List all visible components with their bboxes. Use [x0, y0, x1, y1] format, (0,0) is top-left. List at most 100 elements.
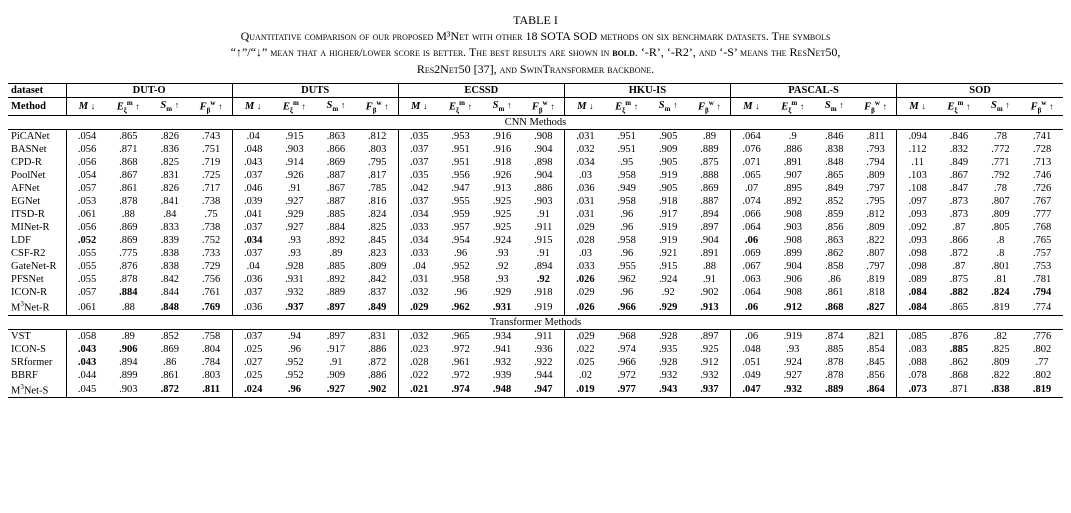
value-cell: .845: [357, 234, 399, 247]
value-cell: .865: [814, 169, 856, 182]
value-cell: .88: [108, 208, 150, 221]
value-cell: .913: [481, 182, 523, 195]
value-cell: .04: [398, 260, 440, 273]
value-cell: .932: [274, 286, 316, 299]
value-cell: .784: [191, 356, 233, 369]
value-cell: .882: [938, 286, 980, 299]
header-dataset-0: DUT-O: [66, 83, 232, 97]
value-cell: .061: [66, 299, 108, 315]
value-cell: .036: [232, 299, 274, 315]
value-cell: .861: [108, 182, 150, 195]
value-cell: .891: [772, 156, 814, 169]
value-cell: .957: [440, 221, 482, 234]
value-cell: .837: [357, 286, 399, 299]
header-metric: Eξm ↑: [440, 97, 482, 116]
table-row: GateNet-R.055.876.838.729.04.928.885.809…: [8, 260, 1063, 273]
value-cell: .865: [108, 130, 150, 144]
method-cell: ICON-R: [8, 286, 66, 299]
value-cell: .037: [398, 195, 440, 208]
value-cell: .96: [440, 247, 482, 260]
value-cell: .878: [108, 195, 150, 208]
value-cell: .769: [191, 299, 233, 315]
value-cell: .958: [606, 195, 648, 208]
value-cell: .04: [232, 130, 274, 144]
header-metric: M ↓: [564, 97, 606, 116]
value-cell: .055: [66, 260, 108, 273]
value-cell: .848: [814, 156, 856, 169]
value-cell: .029: [398, 299, 440, 315]
value-cell: .925: [481, 195, 523, 208]
value-cell: .78: [980, 182, 1022, 195]
value-cell: .913: [689, 299, 731, 315]
value-cell: .838: [149, 260, 191, 273]
value-cell: .774: [1021, 299, 1063, 315]
value-cell: .959: [440, 208, 482, 221]
value-cell: .822: [855, 234, 897, 247]
value-cell: .767: [1021, 195, 1063, 208]
value-cell: .854: [855, 343, 897, 356]
value-cell: .753: [1021, 260, 1063, 273]
value-cell: .903: [108, 382, 150, 398]
value-cell: .046: [232, 182, 274, 195]
header-metric: Fβw ↑: [1021, 97, 1063, 116]
header-dataset-label: dataset: [8, 83, 66, 97]
value-cell: .029: [564, 286, 606, 299]
value-cell: .889: [689, 143, 731, 156]
header-dataset-1: DUTS: [232, 83, 398, 97]
value-cell: .912: [689, 356, 731, 369]
value-cell: .926: [274, 169, 316, 182]
value-cell: .887: [315, 195, 357, 208]
value-cell: .954: [440, 234, 482, 247]
value-cell: .903: [274, 143, 316, 156]
value-cell: .097: [897, 195, 939, 208]
value-cell: .858: [814, 260, 856, 273]
value-cell: .917: [647, 208, 689, 221]
value-cell: .868: [108, 156, 150, 169]
value-cell: .958: [606, 169, 648, 182]
value-cell: .905: [647, 182, 689, 195]
value-cell: .064: [731, 130, 773, 144]
table-row: VST.058.89.852.758.037.94.897.831.032.96…: [8, 329, 1063, 343]
value-cell: .928: [647, 356, 689, 369]
value-cell: .043: [66, 343, 108, 356]
method-cell: ICON-S: [8, 343, 66, 356]
value-cell: .738: [191, 195, 233, 208]
value-cell: .928: [274, 260, 316, 273]
value-cell: .918: [481, 156, 523, 169]
value-cell: .076: [731, 143, 773, 156]
value-cell: .897: [689, 221, 731, 234]
value-cell: .974: [606, 343, 648, 356]
value-cell: .888: [689, 169, 731, 182]
value-cell: .043: [232, 156, 274, 169]
value-cell: .802: [1021, 369, 1063, 382]
value-cell: .856: [855, 369, 897, 382]
value-cell: .817: [357, 169, 399, 182]
value-cell: .746: [1021, 169, 1063, 182]
value-cell: .058: [66, 329, 108, 343]
value-cell: .869: [315, 156, 357, 169]
value-cell: .061: [66, 208, 108, 221]
header-metric: Eξm ↑: [606, 97, 648, 116]
table-row: CSF-R2.055.775.838.733.037.93.89.823.033…: [8, 247, 1063, 260]
value-cell: .031: [564, 195, 606, 208]
caption-line-2a: “↑”/“↓” mean that a higher/lower score i…: [231, 45, 613, 59]
value-cell: .771: [980, 156, 1022, 169]
value-cell: .074: [731, 195, 773, 208]
value-cell: .795: [855, 195, 897, 208]
method-cell: GateNet-R: [8, 260, 66, 273]
value-cell: .943: [647, 382, 689, 398]
value-cell: .862: [814, 247, 856, 260]
section-header-row: Transformer Methods: [8, 315, 1063, 329]
value-cell: .915: [274, 130, 316, 144]
table-row: PoolNet.054.867.831.725.037.926.887.817.…: [8, 169, 1063, 182]
table-body: CNN MethodsPiCANet.054.865.826.743.04.91…: [8, 116, 1063, 398]
value-cell: .952: [274, 369, 316, 382]
value-cell: .083: [897, 343, 939, 356]
header-dataset-4: PASCAL-S: [731, 83, 897, 97]
value-cell: .031: [398, 273, 440, 286]
value-cell: .831: [149, 169, 191, 182]
value-cell: .93: [274, 247, 316, 260]
value-cell: .067: [731, 260, 773, 273]
value-cell: .96: [606, 208, 648, 221]
value-cell: .802: [1021, 343, 1063, 356]
